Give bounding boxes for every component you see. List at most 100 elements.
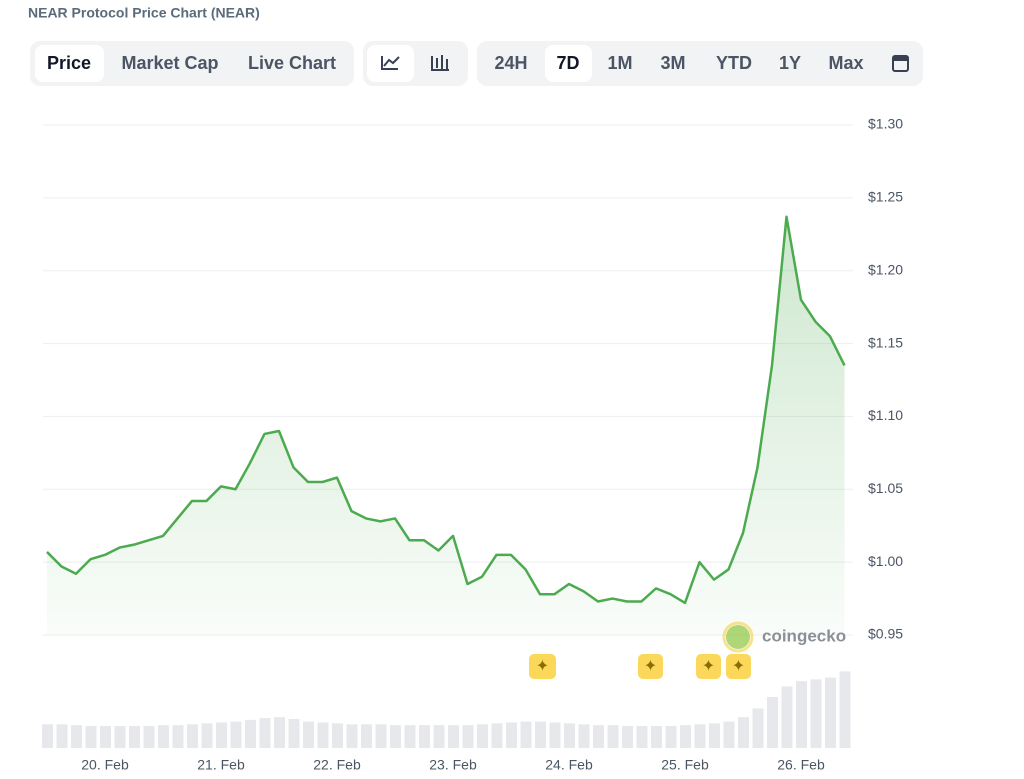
- volume-bar: [477, 724, 488, 748]
- volume-bar: [549, 722, 561, 748]
- y-tick-label: $1.25: [868, 189, 903, 205]
- volume-bar: [332, 723, 343, 748]
- range[interactable]: 1Y: [779, 53, 801, 73]
- volume-bar: [274, 717, 285, 748]
- x-tick-label: 24. Feb: [545, 757, 593, 773]
- volume-bar: [288, 718, 300, 748]
- volume-bar: [636, 726, 648, 748]
- tab[interactable]: Price: [47, 53, 91, 73]
- volume-bar: [143, 726, 155, 748]
- volume-bar: [216, 722, 227, 748]
- volume-bar: [361, 724, 372, 748]
- y-tick-label: $1.00: [868, 553, 903, 569]
- volume-bar: [303, 721, 314, 748]
- volume-bar: [201, 723, 213, 748]
- range[interactable]: 7D: [556, 53, 579, 73]
- range[interactable]: 3M: [660, 53, 685, 73]
- watermark: coingecko: [722, 621, 846, 653]
- volume-bar: [129, 726, 140, 748]
- volume-bar: [100, 726, 111, 748]
- volume-bar: [187, 724, 198, 748]
- volume-bar: [665, 726, 677, 748]
- tab-group: [30, 41, 354, 86]
- volume-bar: [56, 724, 68, 748]
- volume-bar: [651, 726, 662, 748]
- volume-bar: [158, 725, 169, 748]
- x-tick-label: 26. Feb: [777, 757, 825, 773]
- volume-bar: [390, 725, 401, 748]
- x-tick-label: 20. Feb: [81, 757, 129, 773]
- volume-bar: [404, 725, 416, 748]
- volume-bar: [781, 686, 793, 748]
- y-tick-label: $1.30: [868, 116, 903, 132]
- event-markers: ✦ ✦ ✦ ✦: [529, 654, 751, 679]
- volume-bar: [622, 726, 633, 748]
- volume-bar: [694, 724, 706, 748]
- x-tick-label: 22. Feb: [313, 757, 361, 773]
- active-tab: [35, 45, 104, 82]
- volume-bar: [245, 719, 256, 748]
- volume-bar: [506, 722, 517, 748]
- svg-text:✦: ✦: [702, 658, 715, 675]
- volume-bar: [709, 723, 720, 748]
- volume-bar: [259, 718, 271, 748]
- icon: [383, 56, 400, 67]
- y-tick-label: $1.10: [868, 407, 903, 423]
- calendar-button[interactable]: [892, 55, 909, 72]
- volume-bar: [42, 724, 53, 748]
- candle-chart-button[interactable]: [431, 55, 449, 71]
- range[interactable]: 1M: [607, 53, 632, 73]
- volume-bar: [375, 724, 387, 748]
- svg-text:✦: ✦: [644, 658, 657, 675]
- x-tick-label: 25. Feb: [661, 757, 709, 773]
- volume-bar: [796, 681, 807, 748]
- tab[interactable]: Live Chart: [248, 53, 336, 73]
- volume-bar: [578, 724, 590, 748]
- y-tick-label: $1.15: [868, 334, 903, 350]
- volume-bar: [564, 723, 575, 748]
- volume-bar: [607, 725, 619, 748]
- range[interactable]: 24H: [494, 53, 527, 73]
- volume-bar: [172, 725, 184, 748]
- tab[interactable]: Market Cap: [121, 53, 218, 73]
- range[interactable]: Max: [828, 53, 863, 73]
- volume-bar: [680, 725, 691, 748]
- watermark-text: coingecko: [762, 626, 846, 645]
- y-tick-label: $1.05: [868, 480, 903, 496]
- volume-bar: [433, 725, 445, 748]
- y-tick-label: $1.20: [868, 261, 903, 277]
- volume-bar: [317, 722, 329, 748]
- svg-text:✦: ✦: [536, 658, 549, 675]
- page-title: NEAR Protocol Price Chart (NEAR): [28, 5, 260, 21]
- price-area: [47, 216, 845, 636]
- volume-bar: [738, 717, 749, 748]
- volume-bar: [723, 721, 735, 748]
- volume-bar: [810, 679, 822, 748]
- volume-bar: [825, 677, 836, 748]
- active-range: [545, 45, 592, 82]
- volume-bar: [230, 721, 242, 748]
- volume-bar: [839, 671, 851, 748]
- volume-bar: [462, 725, 474, 748]
- volume-bar: [419, 725, 430, 748]
- volume-bar: [752, 708, 764, 748]
- volume-bar: [491, 723, 503, 748]
- svg-text:✦: ✦: [732, 658, 745, 675]
- price-line: [46, 215, 846, 605]
- volume-bar: [593, 725, 604, 748]
- volume-bar: [346, 724, 358, 748]
- volume-bar: [448, 725, 459, 748]
- x-tick-label: 21. Feb: [197, 757, 245, 773]
- volume-bar: [520, 721, 532, 748]
- x-tick-label: 23. Feb: [429, 757, 477, 773]
- volume-bar: [535, 721, 546, 748]
- range[interactable]: YTD: [716, 53, 752, 73]
- plot: $0.95 $1.00 $1.05 $1.10 $1.15 $1.20 $1.25 $1.30…: [42, 116, 903, 773]
- line-chart-button[interactable]: [367, 45, 414, 82]
- volume-bar: [85, 726, 97, 748]
- volume-bar: [767, 696, 778, 748]
- volume-bar: [114, 726, 126, 748]
- y-tick-label: $0.95: [868, 626, 903, 642]
- volume-bar: [71, 725, 82, 748]
